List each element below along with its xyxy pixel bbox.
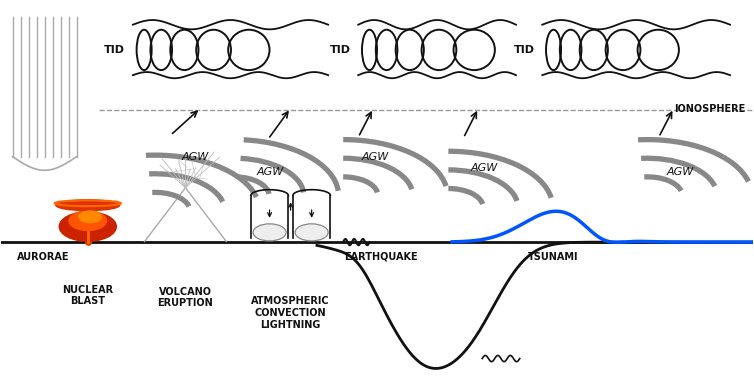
Circle shape [78, 211, 101, 223]
Circle shape [253, 224, 286, 241]
Text: NUCLEAR
BLAST: NUCLEAR BLAST [63, 285, 113, 307]
Text: AGW: AGW [471, 163, 498, 173]
Text: AGW: AGW [182, 152, 209, 161]
Text: AURORAE: AURORAE [17, 252, 69, 262]
Text: TID: TID [513, 45, 535, 55]
Text: AGW: AGW [667, 167, 694, 177]
Text: IONOSPHERE: IONOSPHERE [674, 104, 745, 114]
Text: TSUNAMI: TSUNAMI [529, 252, 579, 262]
Text: EARTHQUAKE: EARTHQUAKE [344, 252, 418, 262]
Text: VOLCANO
ERUPTION: VOLCANO ERUPTION [158, 287, 213, 308]
Text: TID: TID [104, 45, 125, 55]
Text: AGW: AGW [362, 152, 389, 161]
Circle shape [295, 224, 328, 241]
Text: TID: TID [329, 45, 351, 55]
Circle shape [69, 211, 106, 230]
Text: AGW: AGW [257, 167, 284, 177]
Circle shape [60, 212, 116, 241]
Text: ATMOSPHERIC
CONVECTION
LIGHTNING: ATMOSPHERIC CONVECTION LIGHTNING [251, 296, 330, 330]
Ellipse shape [56, 200, 120, 211]
